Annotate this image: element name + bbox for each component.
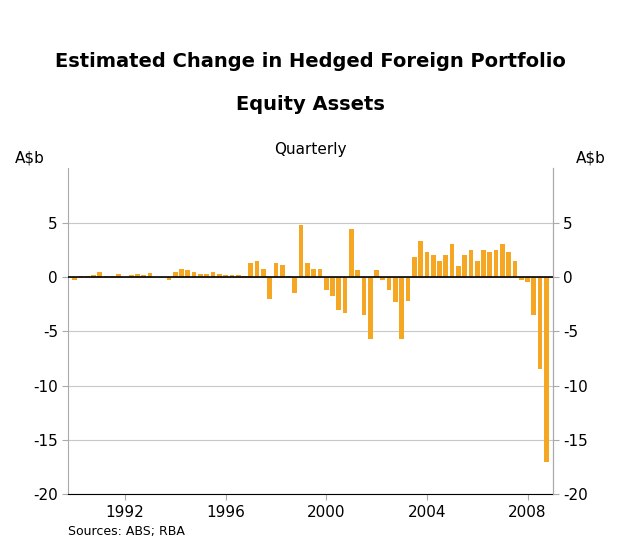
Bar [286, 276, 291, 277]
Bar [519, 277, 524, 280]
Bar [204, 274, 209, 277]
Bar [217, 274, 222, 277]
Bar [443, 255, 448, 277]
Bar [330, 277, 335, 296]
Bar [311, 269, 316, 277]
Bar [223, 275, 228, 277]
Bar [198, 274, 203, 277]
Bar [532, 277, 536, 315]
Bar [142, 275, 146, 277]
Bar [462, 255, 467, 277]
Bar [236, 275, 240, 277]
Bar [418, 241, 423, 277]
Bar [78, 276, 83, 277]
Bar [324, 277, 329, 290]
Text: Quarterly: Quarterly [274, 142, 347, 157]
Bar [337, 277, 341, 310]
Bar [355, 270, 360, 277]
Bar [387, 277, 391, 290]
Bar [110, 276, 115, 277]
Bar [361, 277, 366, 315]
Bar [437, 261, 442, 277]
Bar [368, 277, 373, 339]
Text: A$b: A$b [576, 150, 606, 165]
Bar [292, 277, 297, 293]
Bar [450, 244, 455, 277]
Bar [349, 229, 354, 277]
Bar [431, 255, 435, 277]
Bar [412, 257, 417, 277]
Bar [91, 275, 96, 277]
Bar [186, 270, 190, 277]
Bar [179, 269, 184, 277]
Bar [425, 252, 429, 277]
Bar [506, 252, 511, 277]
Bar [273, 263, 278, 277]
Bar [512, 261, 517, 277]
Bar [116, 274, 121, 277]
Bar [343, 277, 348, 313]
Bar [192, 272, 196, 277]
Bar [230, 275, 234, 277]
Bar [469, 250, 473, 277]
Bar [72, 277, 77, 280]
Text: Estimated Change in Hedged Foreign Portfolio: Estimated Change in Hedged Foreign Portf… [55, 52, 566, 71]
Bar [280, 265, 284, 277]
Bar [85, 276, 89, 277]
Bar [374, 270, 379, 277]
Bar [317, 269, 322, 277]
Bar [406, 277, 410, 301]
Bar [261, 269, 266, 277]
Bar [135, 274, 140, 277]
Bar [500, 244, 505, 277]
Bar [481, 250, 486, 277]
Bar [399, 277, 404, 339]
Bar [393, 277, 398, 302]
Bar [148, 273, 152, 277]
Bar [475, 261, 479, 277]
Bar [544, 277, 549, 462]
Bar [248, 263, 253, 277]
Bar [305, 263, 310, 277]
Bar [97, 272, 102, 277]
Bar [538, 277, 543, 369]
Bar [173, 272, 178, 277]
Bar [255, 261, 260, 277]
Bar [525, 277, 530, 282]
Text: Equity Assets: Equity Assets [236, 95, 385, 114]
Bar [242, 276, 247, 277]
Bar [166, 277, 171, 280]
Bar [129, 275, 134, 277]
Bar [211, 272, 215, 277]
Bar [456, 266, 461, 277]
Bar [299, 225, 304, 277]
Bar [487, 252, 492, 277]
Text: A$b: A$b [15, 150, 45, 165]
Bar [381, 277, 385, 280]
Bar [104, 276, 109, 277]
Bar [267, 277, 272, 299]
Text: Sources: ABS; RBA: Sources: ABS; RBA [68, 525, 185, 538]
Bar [494, 250, 499, 277]
